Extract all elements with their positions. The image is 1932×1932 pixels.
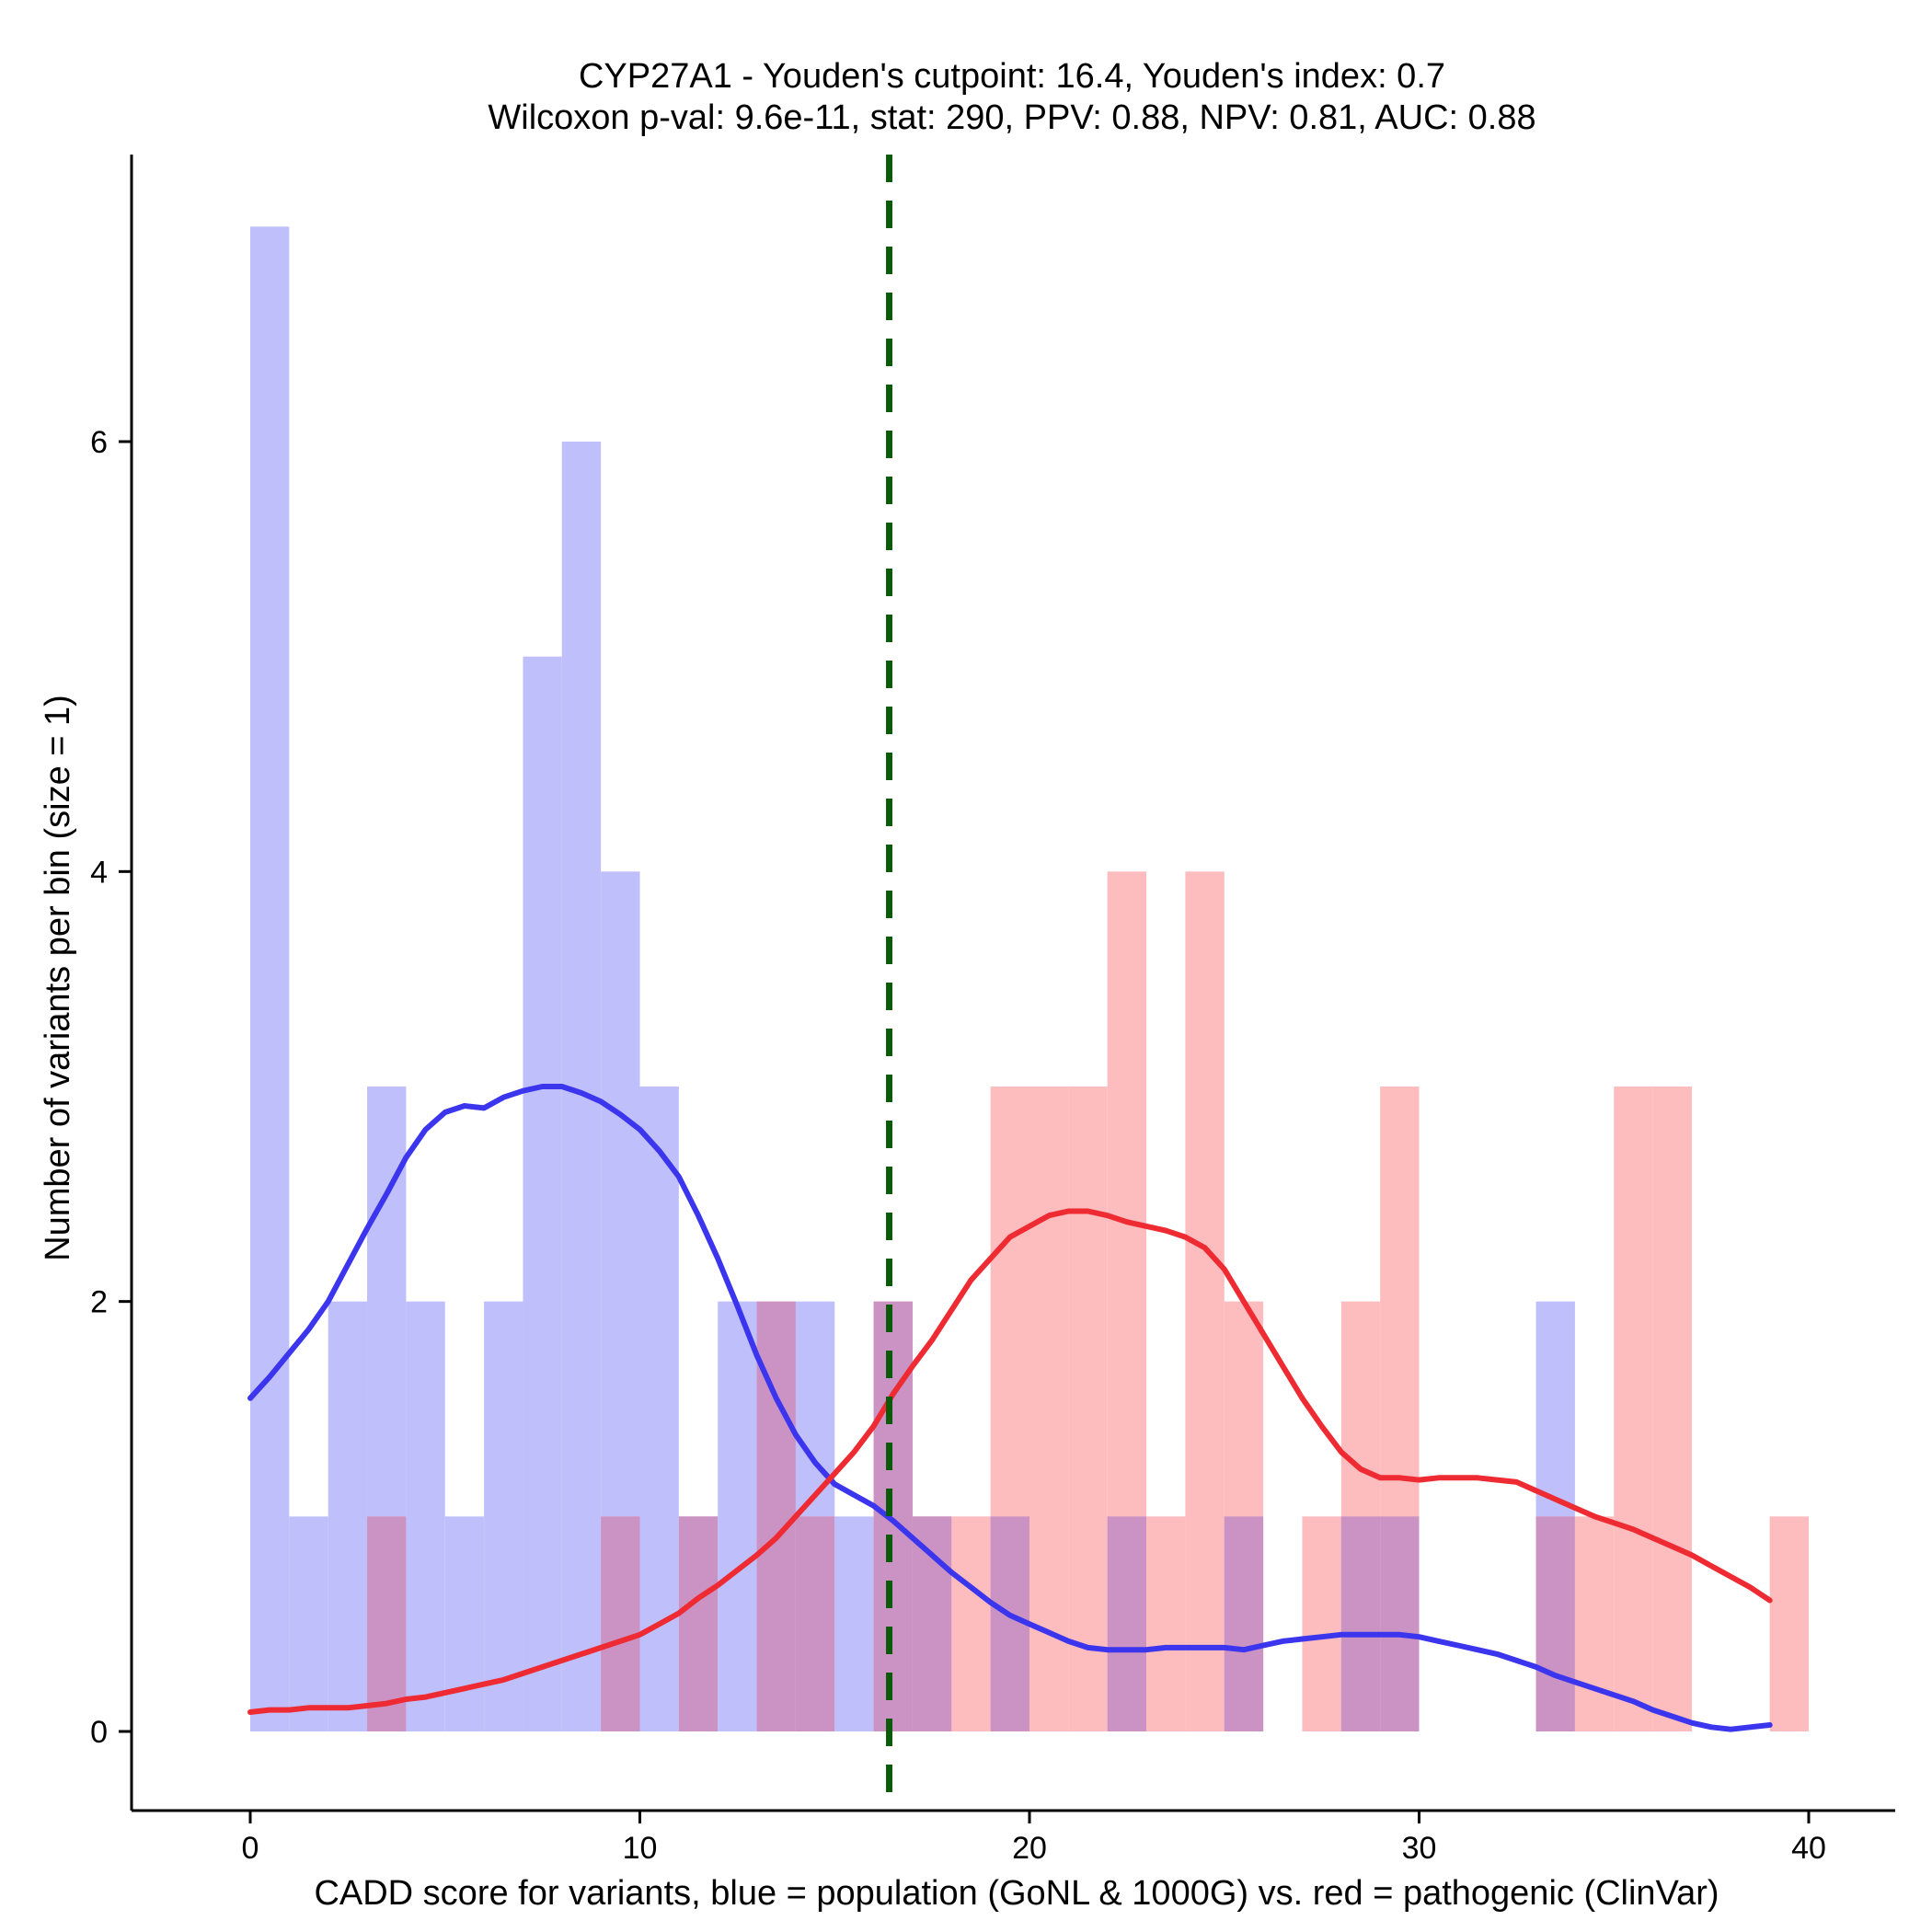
- density-curves: [247, 1084, 1773, 1732]
- population-bar: [250, 226, 290, 1731]
- x-tick-label: 30: [1402, 1831, 1437, 1866]
- overlap-bar: [678, 1516, 719, 1731]
- pathogenic-bar: [1769, 1516, 1809, 1731]
- population-bar: [328, 1301, 368, 1731]
- pathogenic-bar: [1185, 871, 1225, 1731]
- x-tick-label: 20: [1012, 1831, 1047, 1866]
- population-bar: [834, 1516, 874, 1731]
- overlap-bar: [601, 1516, 640, 1731]
- overlap-bar: [795, 1516, 835, 1731]
- overlap-bar: [1535, 1516, 1575, 1731]
- x-tick-label: 0: [242, 1831, 259, 1866]
- population-bar: [289, 1516, 328, 1731]
- y-tick-label: 6: [90, 425, 108, 460]
- population-bar: [523, 656, 562, 1731]
- overlap-bar: [912, 1516, 952, 1731]
- overlap-bar: [873, 1301, 913, 1731]
- x-tick-label: 40: [1791, 1831, 1826, 1866]
- y-tick-label: 0: [90, 1715, 108, 1750]
- overlap-bar: [1380, 1516, 1420, 1731]
- population-density-curve: [247, 1084, 1773, 1732]
- pathogenic-bar: [1302, 1516, 1341, 1731]
- chart-title-line1: CYP27A1 - Youden's cutpoint: 16.4, Youde…: [579, 57, 1445, 96]
- population-bar: [484, 1301, 523, 1731]
- population-bar: [718, 1301, 757, 1731]
- pathogenic-bar: [1652, 1087, 1692, 1731]
- y-tick-label: 2: [90, 1285, 108, 1320]
- y-axis-label: Number of variants per bin (size = 1): [39, 695, 77, 1261]
- pathogenic-bar: [951, 1516, 991, 1731]
- overlap-bar: [1340, 1516, 1381, 1731]
- chart-title-line2: Wilcoxon p-val: 9.6e-11, stat: 290, PPV:…: [488, 98, 1535, 137]
- overlap-bar: [1107, 1516, 1147, 1731]
- population-bar: [639, 1087, 679, 1731]
- overlap-bar: [367, 1516, 407, 1731]
- pathogenic-density-curve: [247, 1208, 1773, 1715]
- tick-labels: 0 10 20 30 40 0 2 4 6: [90, 425, 1826, 1866]
- pathogenic-bar: [1146, 1516, 1186, 1731]
- y-tick-label: 4: [90, 855, 108, 890]
- histogram-bars: [250, 226, 1809, 1731]
- pathogenic-bar: [1614, 1087, 1653, 1731]
- x-axis-label: CADD score for variants, blue = populati…: [314, 1874, 1719, 1913]
- population-bar: [444, 1516, 485, 1731]
- pathogenic-bar: [1068, 1087, 1108, 1731]
- pathogenic-bar: [1574, 1516, 1615, 1731]
- x-tick-label: 10: [623, 1831, 658, 1866]
- axes: [119, 155, 1895, 1823]
- population-bar: [406, 1301, 445, 1731]
- overlap-bar: [1224, 1516, 1264, 1731]
